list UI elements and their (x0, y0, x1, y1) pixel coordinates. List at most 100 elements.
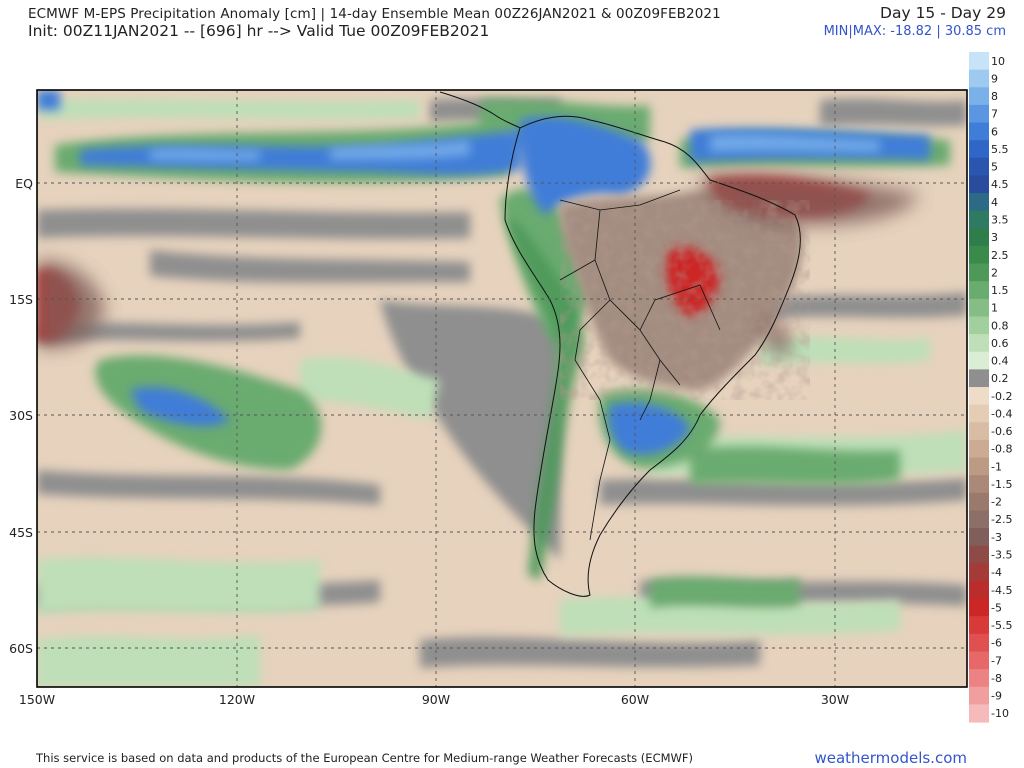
lat-labels: EQ 15S 30S 45S 60S (9, 176, 33, 656)
colorbar-swatch (969, 510, 989, 529)
positive-peak (150, 134, 880, 161)
colorbar-label: 5 (991, 161, 998, 174)
brand-link[interactable]: weathermodels.com (814, 749, 967, 767)
colorbar-swatch (969, 580, 989, 600)
colorbar-swatch (969, 528, 989, 547)
lon-label-60w: 60W (621, 692, 649, 707)
colorbar-swatch (969, 52, 989, 71)
colorbar-swatch (969, 686, 989, 705)
colorbar-swatch (969, 475, 989, 494)
colorbar-swatch (969, 298, 989, 318)
colorbar-swatch (969, 334, 989, 353)
colorbar-label: 10 (991, 55, 1005, 68)
colorbar-label: 2 (991, 266, 998, 279)
lon-labels: 150W 120W 90W 60W 30W (19, 692, 849, 707)
lon-label-150w: 150W (19, 692, 55, 707)
colorbar-label: -2 (991, 496, 1002, 509)
init-line: Init: 00Z11JAN2021 -- [696] hr --> Valid… (28, 22, 490, 40)
colorbar-label: -1 (991, 460, 1002, 473)
colorbar-label: -3.5 (991, 549, 1012, 562)
colorbar-label: 0.4 (991, 355, 1009, 368)
colorbar-swatch (969, 157, 989, 177)
colorbar-label: -1.5 (991, 478, 1012, 491)
lon-label-90w: 90W (422, 692, 450, 707)
period-label: Day 15 - Day 29 (880, 4, 1006, 22)
colorbar-label: -8 (991, 672, 1002, 685)
colorbar-swatch (969, 175, 989, 194)
colorbar-label: 0.6 (991, 337, 1009, 350)
colorbar-swatch (969, 228, 989, 247)
colorbar-swatch (969, 69, 989, 88)
colorbar-swatch (969, 439, 989, 459)
lat-label-60s: 60S (9, 641, 33, 656)
lon-label-30w: 30W (821, 692, 849, 707)
colorbar-label: -9 (991, 690, 1002, 703)
colorbar-swatch (969, 404, 989, 423)
colorbar-swatch (969, 545, 989, 564)
colorbar-swatch (969, 616, 989, 635)
colorbar-swatch (969, 122, 989, 141)
lat-label-45s: 45S (9, 525, 33, 540)
colorbar-label: -4.5 (991, 584, 1012, 597)
colorbar-label: 9 (991, 72, 998, 85)
graticule (37, 90, 967, 687)
lat-label-30s: 30S (9, 408, 33, 423)
lat-label-15s: 15S (9, 292, 33, 307)
map-title: ECMWF M-EPS Precipitation Anomaly [cm] |… (28, 6, 721, 22)
colorbar-swatch (969, 457, 989, 476)
colorbar-swatch (969, 369, 989, 388)
colorbar-swatch (969, 422, 989, 441)
colorbar-swatch (969, 563, 989, 582)
lat-label-eq: EQ (15, 176, 33, 191)
colorbar-label: 5.5 (991, 143, 1009, 156)
central-america-coast (439, 91, 521, 129)
colorbar-label: -3 (991, 531, 1002, 544)
colorbar: 10 9 8 7 6 5.5 5 4.5 4 3.5 3 2.5 2 1.5 1 0.8 0.6 0.4 0.2 -0… (969, 52, 1012, 723)
colorbar-swatch (969, 316, 989, 335)
colorbar-label: 8 (991, 90, 998, 103)
colorbar-label: 3 (991, 231, 998, 244)
colorbar-swatch (969, 351, 989, 370)
country-borders (559, 189, 721, 541)
coastlines (439, 91, 801, 597)
colorbar-swatch (969, 263, 989, 282)
colorbar-label: 0.8 (991, 319, 1009, 332)
anomaly-field (37, 90, 967, 687)
colorbar-swatch (969, 669, 989, 688)
colorbar-label: 3.5 (991, 214, 1009, 227)
minmax-label: MIN|MAX: -18.82 | 30.85 cm (823, 24, 1006, 39)
colorbar-swatch (969, 193, 989, 212)
colorbar-label: -6 (991, 637, 1002, 650)
lon-label-120w: 120W (219, 692, 255, 707)
colorbar-label: -5 (991, 601, 1002, 614)
colorbar-label: -0.6 (991, 425, 1012, 438)
colorbar-label: 4 (991, 196, 998, 209)
colorbar-label: 7 (991, 108, 998, 121)
colorbar-label: -0.4 (991, 407, 1012, 420)
colorbar-swatch (969, 651, 989, 670)
colorbar-label: -4 (991, 566, 1002, 579)
colorbar-label: 2.5 (991, 249, 1009, 262)
colorbar-label: -0.2 (991, 390, 1012, 403)
colorbar-swatch (969, 492, 989, 512)
colorbar-swatch (969, 704, 989, 723)
colorbar-swatch (969, 104, 989, 124)
map-frame (36, 89, 968, 688)
colorbar-label: -0.8 (991, 443, 1012, 456)
colorbar-swatch (969, 245, 989, 265)
colorbar-label: -5.5 (991, 619, 1012, 632)
land-texture (560, 200, 810, 400)
colorbar-label: 4.5 (991, 178, 1009, 191)
colorbar-label: -7 (991, 654, 1002, 667)
colorbar-label: 1.5 (991, 284, 1009, 297)
colorbar-swatch (969, 387, 989, 406)
colorbar-swatch (969, 140, 989, 159)
colorbar-swatch (969, 598, 989, 617)
colorbar-label: -10 (991, 707, 1009, 720)
colorbar-label: 1 (991, 302, 998, 315)
colorbar-swatch (969, 633, 989, 653)
colorbar-label: 6 (991, 125, 998, 138)
colorbar-label: -2.5 (991, 513, 1012, 526)
south-america-coast (504, 115, 801, 597)
